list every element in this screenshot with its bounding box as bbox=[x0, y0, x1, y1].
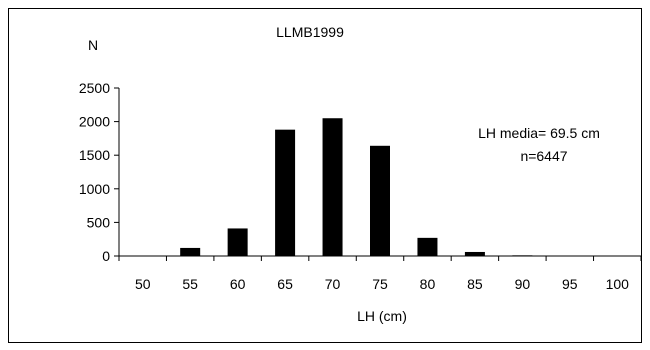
bar-60 bbox=[227, 228, 248, 256]
x-tick-label: 90 bbox=[515, 276, 531, 292]
x-tick-label: 65 bbox=[277, 276, 293, 292]
y-tick-label: 2500 bbox=[79, 80, 110, 96]
y-tick-label: 1000 bbox=[79, 181, 110, 197]
x-tick-group: 50 55 60 65 70 75 80 85 90 95 100 bbox=[118, 256, 642, 292]
bar-80 bbox=[417, 237, 438, 256]
bar-group bbox=[132, 118, 628, 257]
x-tick-label: 80 bbox=[420, 276, 436, 292]
bar-70 bbox=[322, 118, 343, 257]
x-tick-label: 75 bbox=[372, 276, 388, 292]
y-tick-label: 0 bbox=[102, 248, 110, 264]
x-axis-label: LH (cm) bbox=[357, 308, 407, 324]
chart-border bbox=[8, 8, 642, 343]
bar-75 bbox=[370, 145, 390, 256]
x-tick-label: 60 bbox=[230, 276, 246, 292]
bar-55 bbox=[180, 247, 201, 256]
x-tick-label: 50 bbox=[135, 276, 151, 292]
y-tick-label: 500 bbox=[87, 214, 111, 230]
bar-90 bbox=[512, 255, 533, 256]
bar-85 bbox=[464, 251, 485, 256]
y-tick-label: 1500 bbox=[79, 147, 110, 163]
y-tick-group: 0 500 1000 1500 2000 2500 bbox=[79, 80, 119, 264]
chart-title: LLMB1999 bbox=[276, 24, 344, 40]
y-axis-label: N bbox=[88, 37, 98, 53]
x-tick-label: 55 bbox=[182, 276, 198, 292]
annotation-mean: LH media= 69.5 cm bbox=[478, 125, 600, 141]
bar-65 bbox=[275, 129, 296, 256]
x-tick-label: 85 bbox=[467, 276, 483, 292]
x-tick-label: 95 bbox=[562, 276, 578, 292]
x-tick-label: 100 bbox=[606, 276, 630, 292]
y-tick-label: 2000 bbox=[79, 114, 110, 130]
annotation-n: n=6447 bbox=[520, 148, 567, 164]
x-tick-label: 70 bbox=[325, 276, 341, 292]
